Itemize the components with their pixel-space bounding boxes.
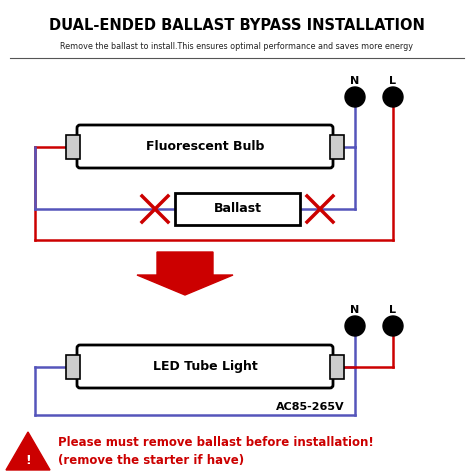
FancyBboxPatch shape (330, 135, 344, 158)
FancyBboxPatch shape (66, 355, 80, 379)
Text: N: N (350, 76, 360, 86)
Text: L: L (390, 305, 396, 315)
FancyBboxPatch shape (66, 135, 80, 158)
Text: LED Tube Light: LED Tube Light (153, 360, 257, 373)
Text: Fluorescent Bulb: Fluorescent Bulb (146, 140, 264, 153)
Circle shape (383, 87, 403, 107)
FancyBboxPatch shape (77, 345, 333, 388)
Polygon shape (137, 252, 233, 295)
FancyBboxPatch shape (175, 193, 300, 225)
FancyBboxPatch shape (330, 355, 344, 379)
Circle shape (345, 316, 365, 336)
FancyBboxPatch shape (77, 125, 333, 168)
Circle shape (345, 87, 365, 107)
Text: Remove the ballast to install.This ensures optimal performance and saves more en: Remove the ballast to install.This ensur… (61, 42, 413, 51)
Polygon shape (6, 432, 50, 470)
Circle shape (383, 316, 403, 336)
Text: L: L (390, 76, 396, 86)
Text: Ballast: Ballast (213, 202, 262, 216)
Text: N: N (350, 305, 360, 315)
Text: !: ! (25, 454, 31, 466)
Text: DUAL-ENDED BALLAST BYPASS INSTALLATION: DUAL-ENDED BALLAST BYPASS INSTALLATION (49, 18, 425, 33)
Text: AC85-265V: AC85-265V (276, 402, 344, 412)
Text: (remove the starter if have): (remove the starter if have) (58, 454, 244, 467)
Text: Please must remove ballast before installation!: Please must remove ballast before instal… (58, 436, 374, 449)
